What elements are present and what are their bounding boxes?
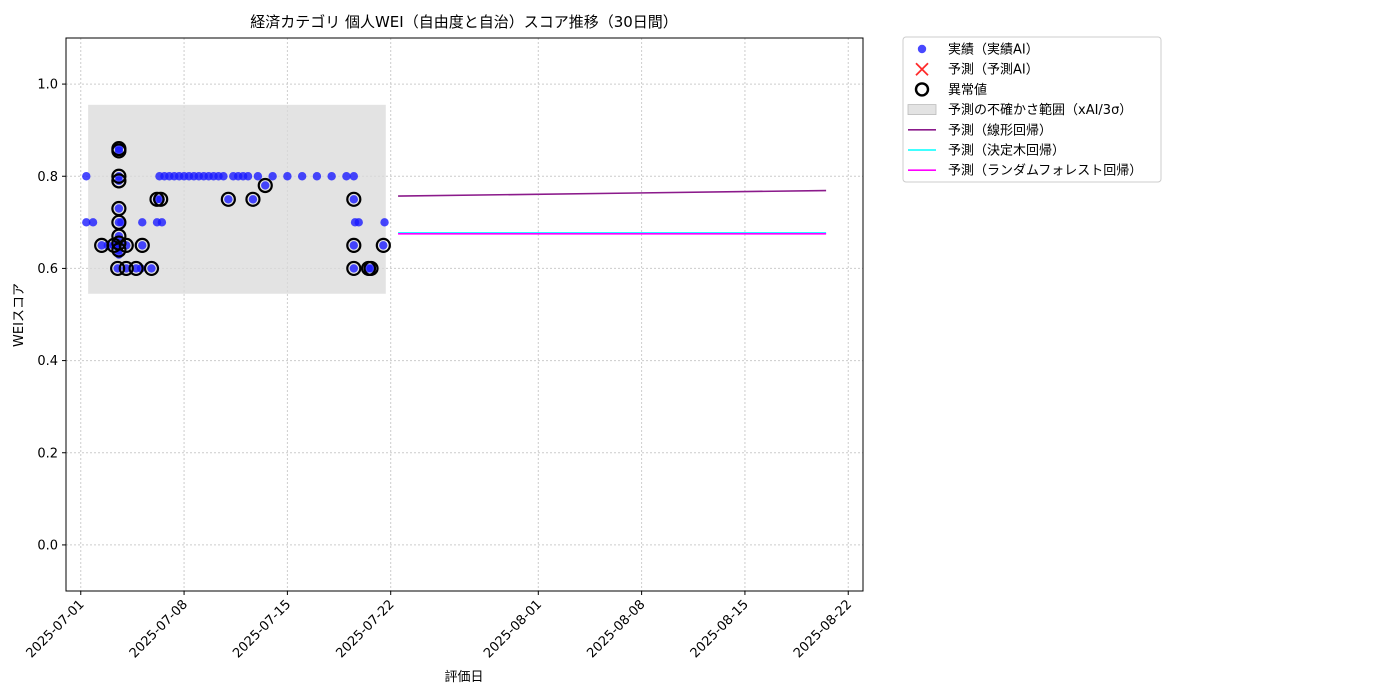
anomaly-ring bbox=[134, 237, 150, 253]
legend-label-tree: 予測（決定木回帰） bbox=[948, 143, 1065, 159]
anomaly-ring bbox=[375, 237, 391, 253]
x-tick-label: 2025-07-01 bbox=[24, 597, 88, 661]
actual-point bbox=[342, 172, 351, 181]
y-axis-ticks: 0.0 0.2 0.4 0.6 0.8 1.0 bbox=[37, 78, 66, 553]
actual-point bbox=[327, 172, 336, 181]
forecast-lines-layer bbox=[398, 189, 827, 235]
y-tick-label: 0.2 bbox=[37, 446, 58, 461]
legend-label-band: 予測の不確かさ範囲（xAI/3σ） bbox=[948, 102, 1132, 118]
anomaly-ring bbox=[346, 237, 362, 253]
anomaly-ring bbox=[110, 260, 126, 277]
legend-label-forest: 予測（ランダムフォレスト回帰） bbox=[948, 163, 1142, 179]
y-tick-label: 0.4 bbox=[37, 354, 58, 369]
actual-point bbox=[117, 218, 126, 227]
x-tick-label: 2025-08-15 bbox=[688, 597, 752, 661]
actual-point bbox=[312, 172, 322, 181]
legend-marker-band bbox=[907, 104, 937, 115]
x-tick-label: 2025-08-01 bbox=[481, 597, 545, 661]
x-tick-label: 2025-07-15 bbox=[230, 597, 294, 661]
anomaly-ring bbox=[111, 242, 127, 258]
actual-point bbox=[283, 172, 292, 181]
y-tick-label: 0.8 bbox=[37, 170, 58, 185]
anomaly-ring bbox=[257, 177, 273, 194]
legend-marker-predicted bbox=[915, 62, 929, 76]
anomaly-ring bbox=[346, 260, 362, 277]
anomaly-ring bbox=[111, 235, 127, 251]
actual-point bbox=[268, 172, 277, 181]
actual-point bbox=[114, 146, 124, 156]
legend-marker-anomaly bbox=[914, 82, 930, 97]
actual-point bbox=[219, 172, 228, 181]
anomaly-ring bbox=[245, 191, 261, 207]
actual-point bbox=[224, 195, 233, 204]
anomaly-ring bbox=[118, 260, 134, 277]
legend-box bbox=[902, 36, 1162, 183]
actual-point bbox=[88, 218, 98, 227]
actual-point bbox=[380, 218, 389, 227]
actual-point bbox=[138, 218, 147, 227]
x-tick-label: 2025-08-08 bbox=[584, 597, 648, 661]
anomaly-ring bbox=[111, 173, 127, 189]
legend-label-predicted_ai: 予測（予測AI） bbox=[948, 63, 1039, 78]
linear-forecast-line bbox=[398, 189, 827, 197]
y-tick-label: 0.0 bbox=[37, 538, 58, 553]
anomaly-ring bbox=[220, 191, 236, 207]
actual-point bbox=[157, 218, 167, 227]
actual-point bbox=[261, 181, 270, 190]
actual-point bbox=[297, 172, 307, 181]
y-axis-label: WEIスコア bbox=[12, 283, 27, 347]
y-tick-label: 0.6 bbox=[37, 262, 58, 277]
anomaly-rings-layer bbox=[94, 141, 391, 277]
actual-point bbox=[147, 264, 156, 273]
y-tick-label: 1.0 bbox=[37, 78, 58, 93]
actual-point bbox=[349, 264, 359, 273]
plot-frame bbox=[65, 37, 864, 592]
legend-label-anomaly: 異常値 bbox=[948, 82, 987, 98]
anomaly-ring bbox=[128, 260, 144, 277]
actual-point bbox=[97, 241, 106, 250]
actual-point bbox=[366, 264, 376, 273]
chart-title: 経済カテゴリ 個人WEI（自由度と自治）スコア推移（30日間） bbox=[250, 13, 678, 31]
axes-frame bbox=[65, 37, 864, 592]
anomaly-ring bbox=[118, 237, 134, 253]
x-tick-label: 2025-08-22 bbox=[791, 597, 855, 661]
actual-point bbox=[349, 172, 359, 181]
actual-point bbox=[248, 195, 258, 204]
actual-point bbox=[253, 172, 263, 181]
actual-point bbox=[82, 172, 91, 181]
actual-point bbox=[354, 218, 363, 227]
anomaly-ring bbox=[111, 143, 127, 159]
anomaly-ring bbox=[346, 191, 362, 207]
legend-marker-actual bbox=[917, 44, 927, 54]
actual-point bbox=[349, 195, 359, 204]
anomaly-ring bbox=[111, 168, 127, 184]
actual-point bbox=[349, 241, 359, 250]
x-axis-label: 評価日 bbox=[444, 670, 483, 685]
x-axis-ticks: 2025-07-01 2025-07-08 2025-07-15 2025-07-22… bbox=[24, 591, 855, 661]
anomaly-ring bbox=[153, 191, 169, 207]
actual-point bbox=[379, 241, 388, 250]
actual-points-layer bbox=[82, 144, 389, 273]
actual-point bbox=[114, 204, 124, 213]
legend-label-linear: 予測（線形回帰） bbox=[948, 122, 1052, 138]
x-tick-label: 2025-07-22 bbox=[333, 597, 397, 661]
anomaly-ring bbox=[363, 260, 379, 277]
actual-point bbox=[138, 241, 147, 250]
legend-label-actual: 実績（実績AI） bbox=[948, 42, 1039, 58]
x-tick-label: 2025-07-08 bbox=[127, 597, 191, 661]
anomaly-ring bbox=[143, 260, 160, 277]
actual-point bbox=[82, 218, 91, 227]
actual-point bbox=[243, 172, 253, 181]
